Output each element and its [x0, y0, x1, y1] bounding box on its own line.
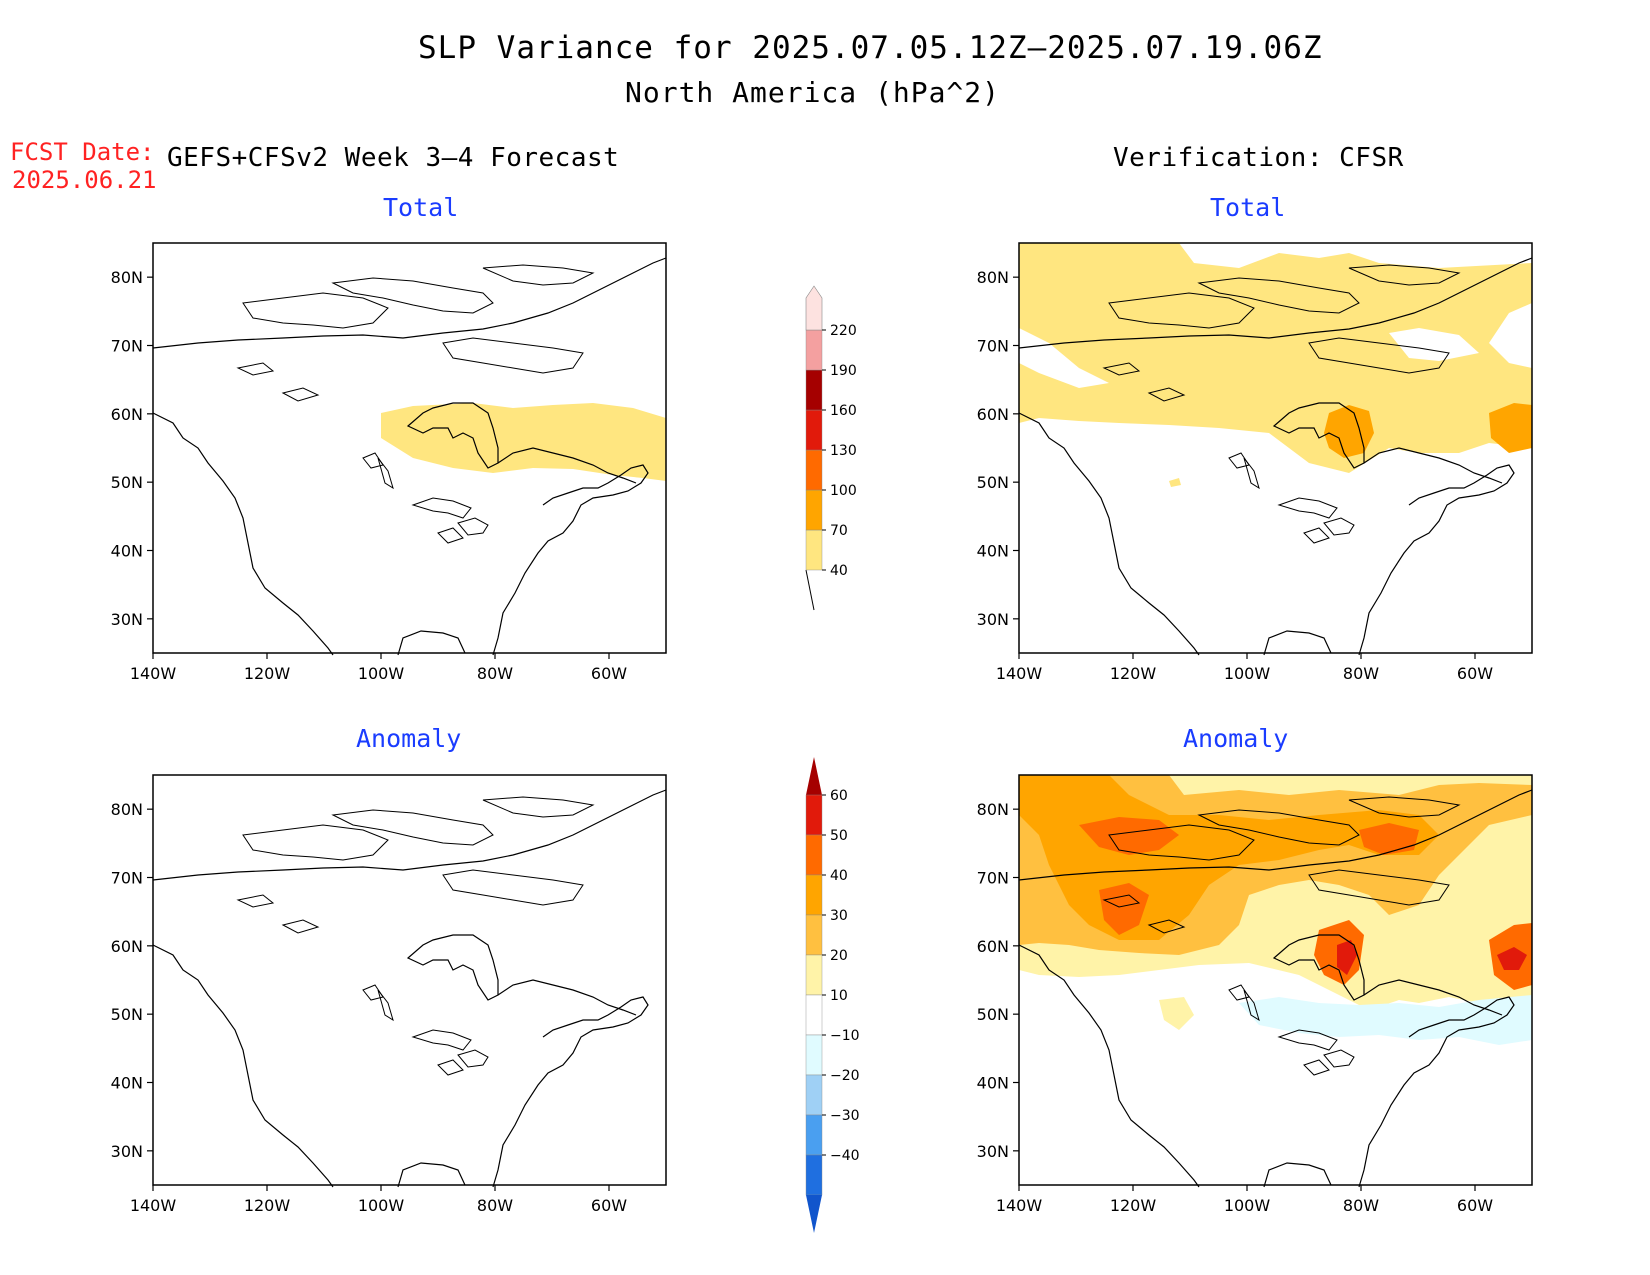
lon-tick-label: 120W	[1110, 1196, 1157, 1215]
colorbar-anomaly-swatch	[805, 914, 823, 956]
colorbar-anomaly-label: 50	[830, 828, 848, 844]
colorbar-total-swatch	[805, 529, 823, 571]
colorbar-total-swatch	[805, 285, 823, 331]
lat-tick-label: 70N	[111, 337, 143, 356]
lon-tick-label: 80W	[477, 1196, 513, 1215]
lat-tick-label: 80N	[111, 268, 143, 287]
forecast-total-title: Total	[383, 193, 459, 222]
colorbar-anomaly-label: 40	[830, 868, 848, 884]
colorbar-anomaly-label: −20	[830, 1068, 860, 1084]
lon-tick-label: 100W	[358, 1196, 405, 1215]
lat-tick-label: 50N	[111, 473, 143, 492]
lat-tick-label: 70N	[977, 337, 1009, 356]
lon-tick-label: 100W	[358, 664, 405, 683]
colorbar-anomaly-swatch	[805, 954, 823, 996]
lat-tick-label: 50N	[977, 473, 1009, 492]
lat-tick-label: 40N	[111, 1074, 143, 1093]
lat-tick-label: 40N	[111, 542, 143, 561]
colorbar-anomaly-swatch	[805, 1114, 823, 1156]
lat-tick-label: 60N	[111, 405, 143, 424]
lat-tick-label: 80N	[977, 268, 1009, 287]
colorbar-anomaly-label: 30	[830, 908, 848, 924]
colorbar-total-swatch	[805, 369, 823, 411]
lat-tick-label: 30N	[977, 1142, 1009, 1161]
lon-tick-label: 100W	[1224, 1196, 1271, 1215]
verif-total-title: Total	[1210, 193, 1286, 222]
lon-tick-label: 120W	[244, 1196, 291, 1215]
map-verification-anomaly	[1018, 774, 1533, 1188]
colorbar-total-label: 160	[830, 403, 857, 419]
lon-tick-label: 60W	[591, 664, 627, 683]
map-forecast-total	[152, 242, 667, 656]
colorbar-total-swatch	[805, 409, 823, 451]
colorbar-total-label: 220	[830, 323, 857, 339]
lon-tick-label: 80W	[1343, 664, 1379, 683]
colorbar-total-label: 100	[830, 483, 857, 499]
colorbar-total-label: 70	[830, 523, 848, 539]
lon-tick-label: 60W	[591, 1196, 627, 1215]
colorbar-anomaly-swatch	[806, 1195, 822, 1233]
colorbar-anomaly-swatch	[805, 874, 823, 916]
main-title: SLP Variance for 2025.07.05.12Z–2025.07.…	[418, 30, 1323, 66]
colorbar-anomaly-label: −30	[830, 1108, 860, 1124]
lon-tick-label: 120W	[1110, 664, 1157, 683]
lat-tick-label: 30N	[111, 1142, 143, 1161]
lat-tick-label: 30N	[977, 610, 1009, 629]
lon-tick-label: 100W	[1224, 664, 1271, 683]
colorbar-anomaly-swatch	[805, 994, 823, 1036]
lon-tick-label: 140W	[996, 1196, 1043, 1215]
lat-tick-label: 80N	[111, 800, 143, 819]
forecast-column-heading: GEFS+CFSv2 Week 3–4 Forecast	[167, 143, 620, 173]
lat-tick-label: 30N	[111, 610, 143, 629]
main-subtitle: North America (hPa^2)	[625, 76, 1001, 109]
colorbar-total-swatch	[805, 489, 823, 531]
colorbar-anomaly-label: 60	[830, 788, 848, 804]
colorbar-anomaly-swatch	[805, 1154, 823, 1196]
lon-tick-label: 60W	[1457, 1196, 1493, 1215]
map-forecast-anomaly	[152, 774, 667, 1188]
colorbar-anomaly-swatch	[805, 794, 823, 836]
colorbar-anomaly-label: 10	[830, 988, 848, 1004]
verif-anomaly-title: Anomaly	[1183, 724, 1289, 753]
fcst-label: FCST Date:	[10, 138, 155, 166]
colorbar-total: 40 70 100 130 160 190 220	[805, 285, 857, 611]
colorbar-total-swatch	[805, 449, 823, 491]
lon-tick-label: 140W	[130, 1196, 177, 1215]
colorbar-anomaly-label: 20	[830, 948, 848, 964]
colorbar-total-label: 130	[830, 443, 857, 459]
colorbar-anomaly-swatch	[805, 1074, 823, 1116]
colorbar-anomaly-swatch	[806, 757, 822, 795]
lat-tick-label: 50N	[111, 1005, 143, 1024]
verification-column-heading: Verification: CFSR	[1113, 143, 1404, 173]
colorbar-anomaly-label: −40	[830, 1148, 860, 1164]
map-verification-total	[1018, 242, 1533, 656]
colorbar-anomaly-label: −10	[830, 1028, 860, 1044]
lat-tick-label: 50N	[977, 1005, 1009, 1024]
fcst-date: 2025.06.21	[12, 166, 157, 194]
lon-tick-label: 140W	[130, 664, 177, 683]
lat-tick-label: 70N	[111, 869, 143, 888]
lat-tick-label: 40N	[977, 542, 1009, 561]
colorbar-total-swatch	[805, 329, 823, 371]
lon-tick-label: 80W	[477, 664, 513, 683]
colorbar-total-label: 190	[830, 363, 857, 379]
lon-tick-label: 60W	[1457, 664, 1493, 683]
lon-tick-label: 80W	[1343, 1196, 1379, 1215]
lat-tick-label: 60N	[977, 937, 1009, 956]
lat-tick-label: 80N	[977, 800, 1009, 819]
lat-tick-label: 60N	[977, 405, 1009, 424]
lat-tick-label: 40N	[977, 1074, 1009, 1093]
axes-layer: 80N 70N 60N 50N 40N 30N 140W 120W 100W 80W 60W 80N 7…	[111, 268, 1494, 1215]
forecast-anomaly-title: Anomaly	[356, 724, 462, 753]
lat-tick-label: 60N	[111, 937, 143, 956]
lat-tick-label: 70N	[977, 869, 1009, 888]
colorbar-total-label: 40	[830, 563, 848, 579]
colorbar-anomaly: 60 50 40 30 20 10 −10 −20 −30 −40	[805, 757, 860, 1233]
colorbar-anomaly-swatch	[805, 834, 823, 876]
lon-tick-label: 120W	[244, 664, 291, 683]
colorbar-anomaly-swatch	[805, 1034, 823, 1076]
lon-tick-label: 140W	[996, 664, 1043, 683]
